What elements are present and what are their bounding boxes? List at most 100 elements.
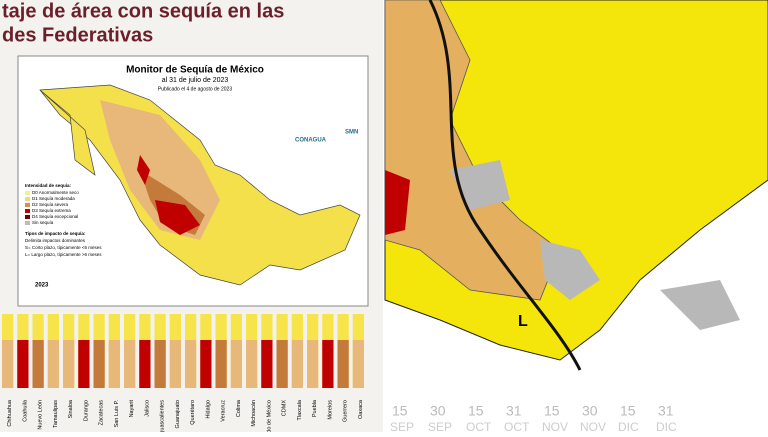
state-label: CDMX	[282, 400, 288, 417]
map-title: Monitor de Sequía de México	[126, 65, 264, 76]
legend-title: Intensidad de sequía:	[25, 183, 72, 188]
bar-seg	[47, 340, 59, 388]
date-label: 15	[544, 403, 560, 419]
state-label: Querétaro	[190, 400, 196, 425]
impact-marker: L	[518, 313, 528, 330]
date-label: 15	[620, 403, 636, 419]
bar-seg	[215, 340, 227, 388]
month-label: NOV	[580, 420, 606, 432]
bar-seg	[185, 340, 197, 388]
legend-swatch	[25, 203, 30, 207]
bar-seg	[32, 340, 44, 388]
baja	[39, 89, 96, 176]
no-drought	[450, 160, 740, 330]
d3-area	[137, 155, 150, 185]
bar-seg	[17, 340, 29, 388]
state-bars: Chihuahua Coahuila Nuevo León Tamaulipas Sin…	[2, 314, 364, 437]
bar-seg	[200, 340, 212, 388]
state-label: Hidalgo	[205, 400, 211, 419]
map-subtitle: al 31 de julio de 2023	[162, 77, 229, 84]
bar-seg	[78, 340, 90, 388]
bar-seg	[169, 340, 181, 388]
d1-zone	[384, 0, 561, 301]
legend: Intensidad de sequía: D0 Anormalmente sec…	[25, 183, 102, 257]
bar-seg	[93, 340, 105, 388]
legend-swatch	[25, 191, 30, 195]
legend-swatch	[25, 197, 30, 201]
month-label: SEP	[428, 420, 452, 432]
bar-seg	[154, 340, 166, 388]
bar-seg	[337, 340, 349, 388]
bar-seg	[291, 340, 303, 388]
legend-item: Sin sequía	[32, 220, 54, 225]
month-label: OCT	[466, 420, 492, 432]
legend-item: D4 Sequía excepcional	[32, 214, 78, 219]
bar-seg	[63, 340, 75, 388]
date-label: 15	[392, 403, 408, 419]
state-label: Nuevo León	[38, 400, 44, 430]
month-label: OCT	[504, 420, 530, 432]
legend-swatch	[25, 215, 30, 219]
state-label: Oaxaca	[358, 399, 364, 419]
bar-seg	[276, 340, 288, 388]
slide-title: taje de área con sequía en las	[2, 0, 284, 22]
state-label: Guerrero	[343, 400, 349, 422]
month-label: NOV	[542, 420, 568, 432]
slide-title: des Federativas	[2, 24, 153, 46]
logo: CONAGUA	[295, 138, 327, 144]
legend-item: D0 Anormalmente seco	[32, 190, 79, 195]
state-label: Morelos	[327, 400, 333, 420]
state-label: Nayarit	[129, 400, 135, 418]
d3-zone	[385, 170, 410, 235]
legend-title: Tipos de impacto de sequía:	[25, 231, 86, 236]
legend-swatch	[25, 209, 30, 213]
state-label: San Luis P.	[114, 400, 120, 428]
legend-item: D2 Sequía severa	[32, 202, 69, 207]
bar-seg	[108, 340, 120, 388]
map-year: 2023	[35, 283, 49, 289]
month-label: SEP	[390, 420, 414, 432]
state-label: Jalisco	[144, 400, 150, 417]
bar-seg	[307, 340, 319, 388]
date-label: 30	[582, 403, 598, 419]
bar-seg	[322, 340, 334, 388]
legend-item: D1 Sequía moderada	[32, 196, 75, 201]
state-label: Michoacán	[251, 400, 257, 427]
bar-seg	[2, 340, 14, 388]
state-label: Chihuahua	[7, 399, 13, 427]
bar-seg	[261, 340, 273, 388]
d3-area	[155, 200, 200, 235]
state-label: Sinaloa	[68, 399, 74, 418]
state-label: Guanajuato	[175, 400, 181, 428]
legend-swatch	[25, 221, 30, 225]
state-label: Colima	[236, 399, 242, 417]
bar-seg	[352, 340, 364, 388]
bar-seg	[246, 340, 258, 388]
legend-item: D3 Sequía extrema	[32, 208, 71, 213]
date-label: 31	[506, 403, 522, 419]
state-label: Veracruz	[221, 400, 227, 422]
bar-seg	[230, 340, 242, 388]
state-label: Tlaxcala	[297, 399, 303, 420]
state-label: Edo de México	[266, 400, 272, 432]
state-label: Coahuila	[22, 399, 28, 422]
state-label: Puebla	[312, 399, 318, 417]
state-label: Aguascalientes	[160, 400, 166, 432]
month-label: DIC	[618, 420, 639, 432]
impact-line	[428, 0, 582, 371]
state-label: Zacatecas	[99, 400, 105, 426]
bar-seg	[139, 340, 151, 388]
date-label: 15	[468, 403, 484, 419]
date-label: 30	[430, 403, 446, 419]
legend-item: Delimita impactos dominantes	[25, 238, 86, 243]
month-label: DIC	[656, 420, 677, 432]
legend-item: L= Largo plazo, típicamente >6 meses	[25, 252, 102, 257]
logo: SMN	[345, 130, 358, 136]
date-label: 31	[658, 403, 674, 419]
bar-seg	[124, 340, 136, 388]
map-published: Publicado el 4 de agosto de 2023	[158, 86, 232, 92]
state-label: Durango	[83, 400, 89, 421]
legend-item: S= Corto plazo, típicamente <6 meses	[25, 245, 102, 250]
